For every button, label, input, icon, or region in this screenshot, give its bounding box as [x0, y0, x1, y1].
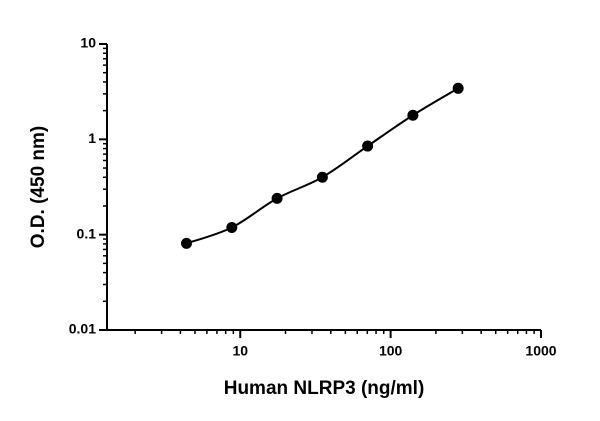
data-point: [226, 221, 238, 233]
y-tick-label: 10: [80, 35, 96, 51]
data-point: [180, 237, 192, 249]
x-tick-label: 1000: [525, 343, 556, 359]
x-axis-label: Human NLRP3 (ng/ml): [224, 378, 425, 399]
x-tick-label: 10: [232, 343, 248, 359]
data-point: [452, 82, 464, 94]
y-axis-label: O.D. (450 nm): [28, 126, 49, 248]
data-point: [362, 140, 374, 152]
data-point: [271, 192, 283, 204]
y-tick-label: 0.01: [69, 321, 96, 337]
fit-curve: [186, 87, 459, 245]
y-tick-label: 0.1: [77, 225, 97, 241]
data-point: [316, 171, 328, 183]
x-tick-label: 100: [379, 343, 403, 359]
y-tick-label: 1: [88, 130, 96, 146]
data-point: [407, 109, 419, 121]
